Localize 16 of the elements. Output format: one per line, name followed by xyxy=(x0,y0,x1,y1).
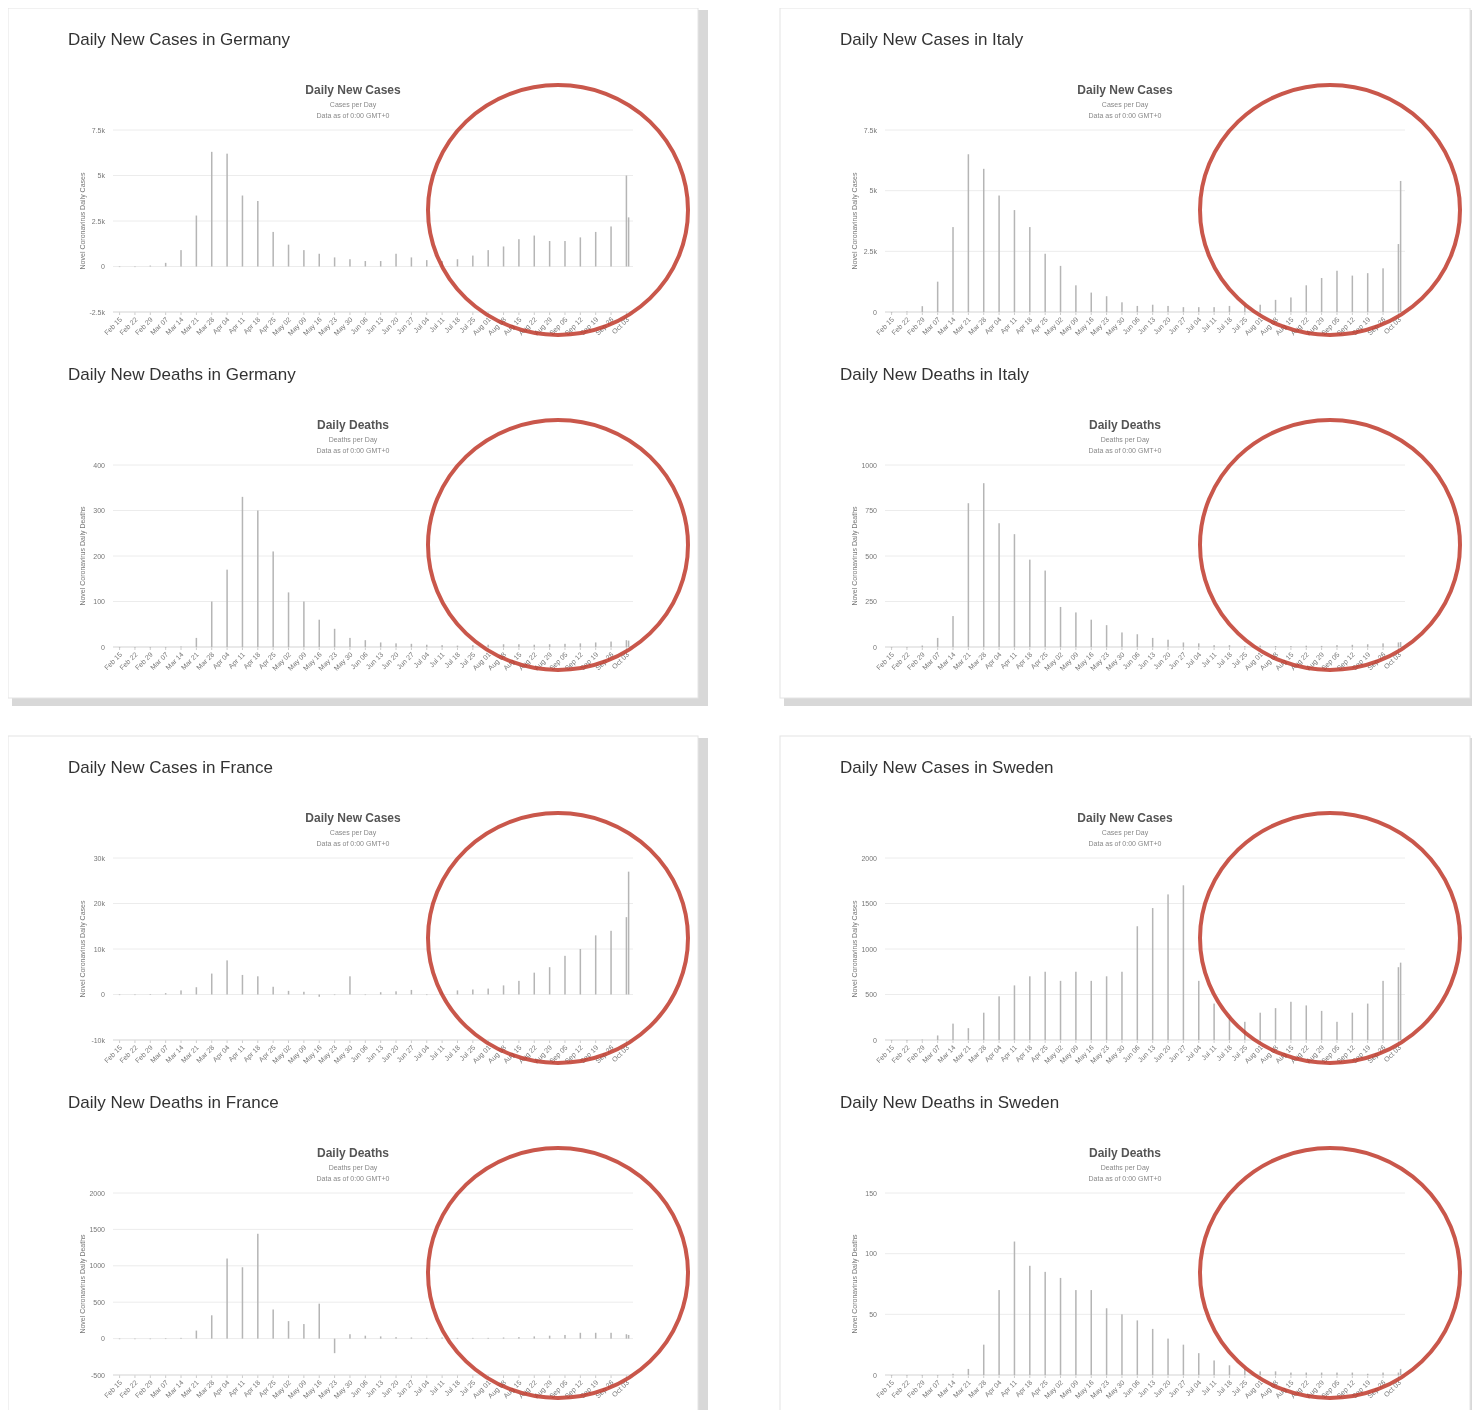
chart-title: Daily New Deaths in France xyxy=(68,1093,279,1112)
chart-title: Daily New Deaths in Italy xyxy=(840,365,1030,384)
chart-title: Daily New Cases in Italy xyxy=(840,30,1024,49)
chart-subtitle: Daily New Cases xyxy=(1077,811,1174,825)
chart-subtitle: Daily New Cases xyxy=(305,83,402,97)
chart-subtitle: Daily Deaths xyxy=(316,418,390,432)
chart-subtitle: Daily Deaths xyxy=(1088,1146,1162,1160)
chart-title: Daily New Deaths in Sweden xyxy=(840,1093,1060,1112)
chart-subtitle: Daily New Cases xyxy=(305,811,402,825)
chart-subtitle: Daily Deaths xyxy=(1088,418,1162,432)
chart-title: Daily New Deaths in Germany xyxy=(68,365,297,384)
chart-subtitle: Daily Deaths xyxy=(316,1146,390,1160)
chart-title: Daily New Cases in Sweden xyxy=(840,758,1054,777)
chart-title: Daily New Cases in France xyxy=(68,758,274,777)
chart-subtitle: Daily New Cases xyxy=(1077,83,1174,97)
chart-title: Daily New Cases in Germany xyxy=(68,30,291,49)
